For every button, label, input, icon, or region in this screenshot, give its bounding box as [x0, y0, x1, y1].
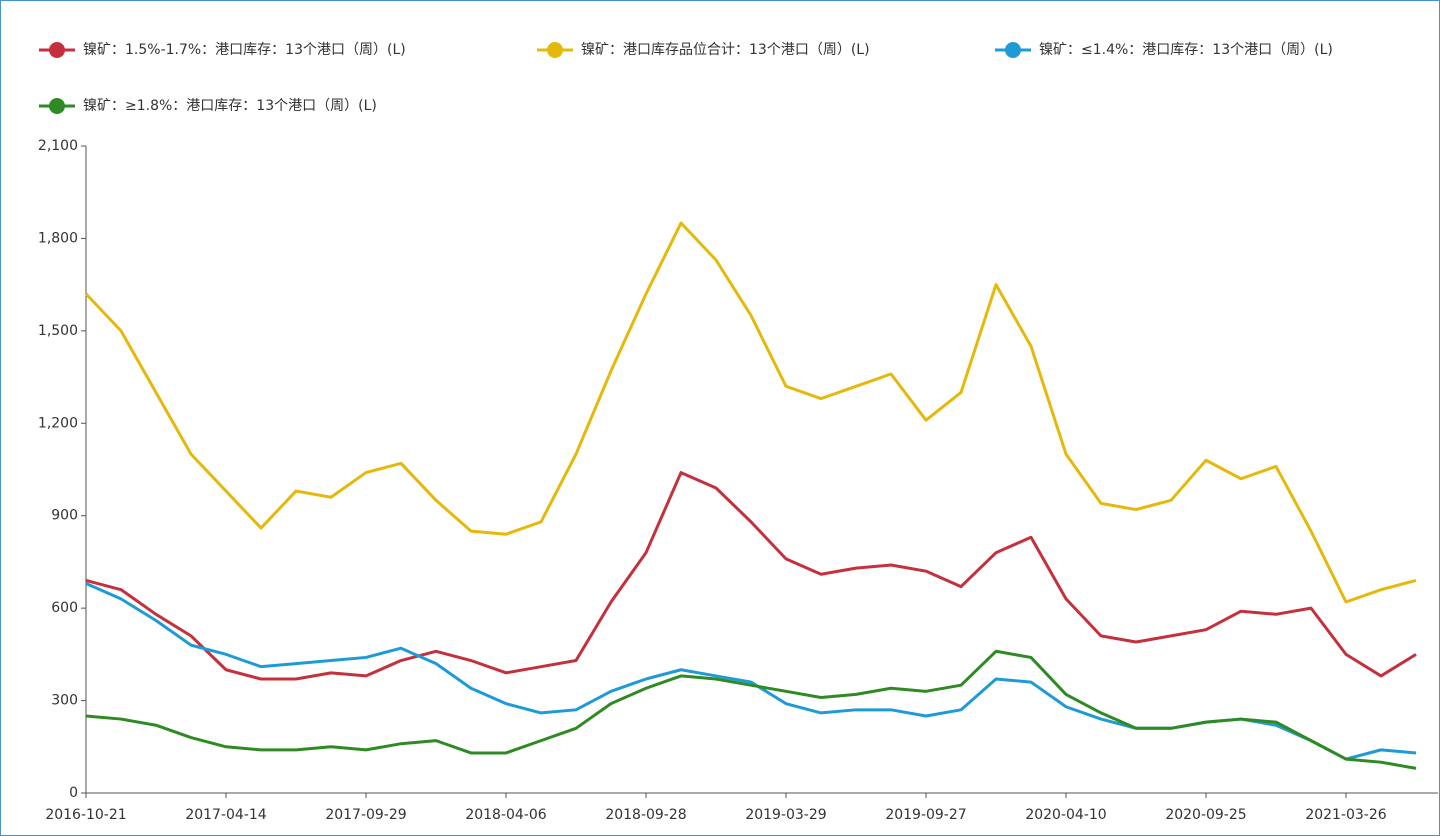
x-tick-label: 2016-10-21 — [45, 807, 126, 823]
y-tick-label: 600 — [51, 600, 78, 616]
y-tick-label: 900 — [51, 508, 78, 524]
legend-label: 镍矿：≤1.4%：港口库存：13个港口（周）(L) — [1039, 42, 1333, 58]
legend-label: 镍矿：港口库存品位合计：13个港口（周）(L) — [581, 42, 870, 58]
y-tick-label: 300 — [51, 693, 78, 709]
legend-marker — [1005, 42, 1021, 58]
x-tick-label: 2017-09-29 — [325, 807, 406, 823]
series-line — [85, 471, 1417, 681]
series-line — [84, 221, 1417, 604]
x-tick-label: 2020-04-10 — [1025, 807, 1106, 823]
legend-marker — [547, 42, 563, 58]
legend-marker — [49, 42, 65, 58]
x-tick-label: 2018-04-06 — [465, 807, 546, 823]
legend-label: 镍矿：≥1.8%：港口库存：13个港口（周）(L) — [83, 98, 377, 114]
y-tick-label: 1,500 — [38, 323, 78, 339]
x-tick-label: 2017-04-14 — [185, 807, 266, 823]
legend-label: 镍矿：1.5%-1.7%：港口库存：13个港口（周）(L) — [83, 42, 406, 58]
y-tick-label: 0 — [69, 785, 78, 801]
x-tick-label: 2020-09-25 — [1165, 807, 1246, 823]
y-tick-label: 1,200 — [38, 415, 78, 431]
x-tick-label: 2021-03-26 — [1305, 807, 1386, 823]
y-tick-label: 2,100 — [38, 138, 78, 154]
series-line — [85, 649, 1417, 770]
y-tick-label: 1,800 — [38, 230, 78, 246]
x-tick-label: 2018-09-28 — [605, 807, 686, 823]
x-tick-label: 2019-03-29 — [745, 807, 826, 823]
legend-marker — [49, 98, 65, 114]
x-tick-label: 2019-09-27 — [885, 807, 966, 823]
